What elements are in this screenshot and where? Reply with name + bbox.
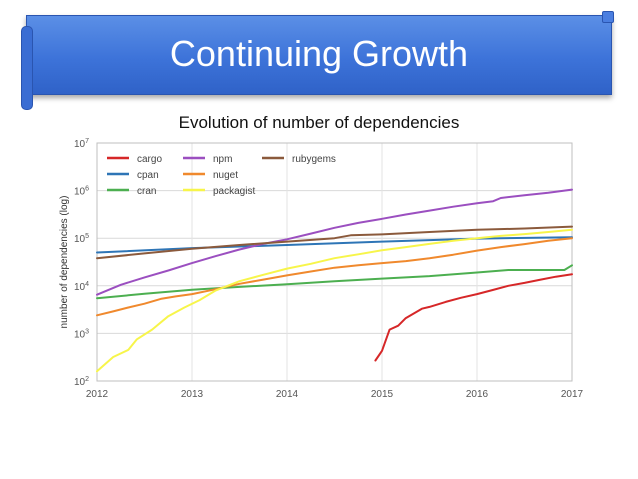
series-line-rubygems	[96, 225, 573, 260]
chart-title: Evolution of number of dependencies	[178, 113, 460, 132]
banner-scroll-curl-left	[21, 26, 33, 110]
legend-label-npm: npm	[213, 154, 232, 165]
legend-label-nuget: nuget	[213, 170, 238, 181]
x-tick-label: 2012	[86, 389, 109, 400]
series-line-cpan	[96, 236, 573, 254]
y-axis-label: number of dependencies (log)	[59, 196, 70, 329]
slide-title: Continuing Growth	[169, 33, 469, 74]
legend-label-cran: cran	[137, 186, 156, 197]
legend-label-packagist: packagist	[213, 186, 255, 197]
y-tick-label: 106	[74, 186, 89, 198]
legend-label-rubygems: rubygems	[292, 154, 336, 165]
series-line-packagist	[96, 228, 573, 373]
legend-label-cpan: cpan	[137, 170, 159, 181]
y-tick-label: 104	[74, 281, 89, 293]
x-tick-label: 2015	[371, 389, 394, 400]
x-tick-label: 2013	[181, 389, 204, 400]
x-tick-label: 2017	[561, 389, 584, 400]
x-tick-label: 2014	[276, 389, 299, 400]
x-tick-label: 2016	[466, 389, 489, 400]
banner-scroll-curl-right	[602, 11, 614, 23]
y-tick-label: 105	[74, 233, 89, 245]
y-tick-label: 107	[74, 138, 89, 150]
series-line-cran	[96, 264, 573, 300]
y-tick-label: 103	[74, 328, 89, 340]
y-tick-label: 102	[74, 376, 89, 388]
series-line-npm	[96, 188, 573, 296]
plot-frame	[96, 142, 573, 382]
series-line-nuget	[96, 237, 573, 317]
title-banner: Continuing Growth	[21, 11, 614, 110]
legend-label-cargo: cargo	[137, 154, 162, 165]
series-line-cargo	[374, 273, 573, 362]
